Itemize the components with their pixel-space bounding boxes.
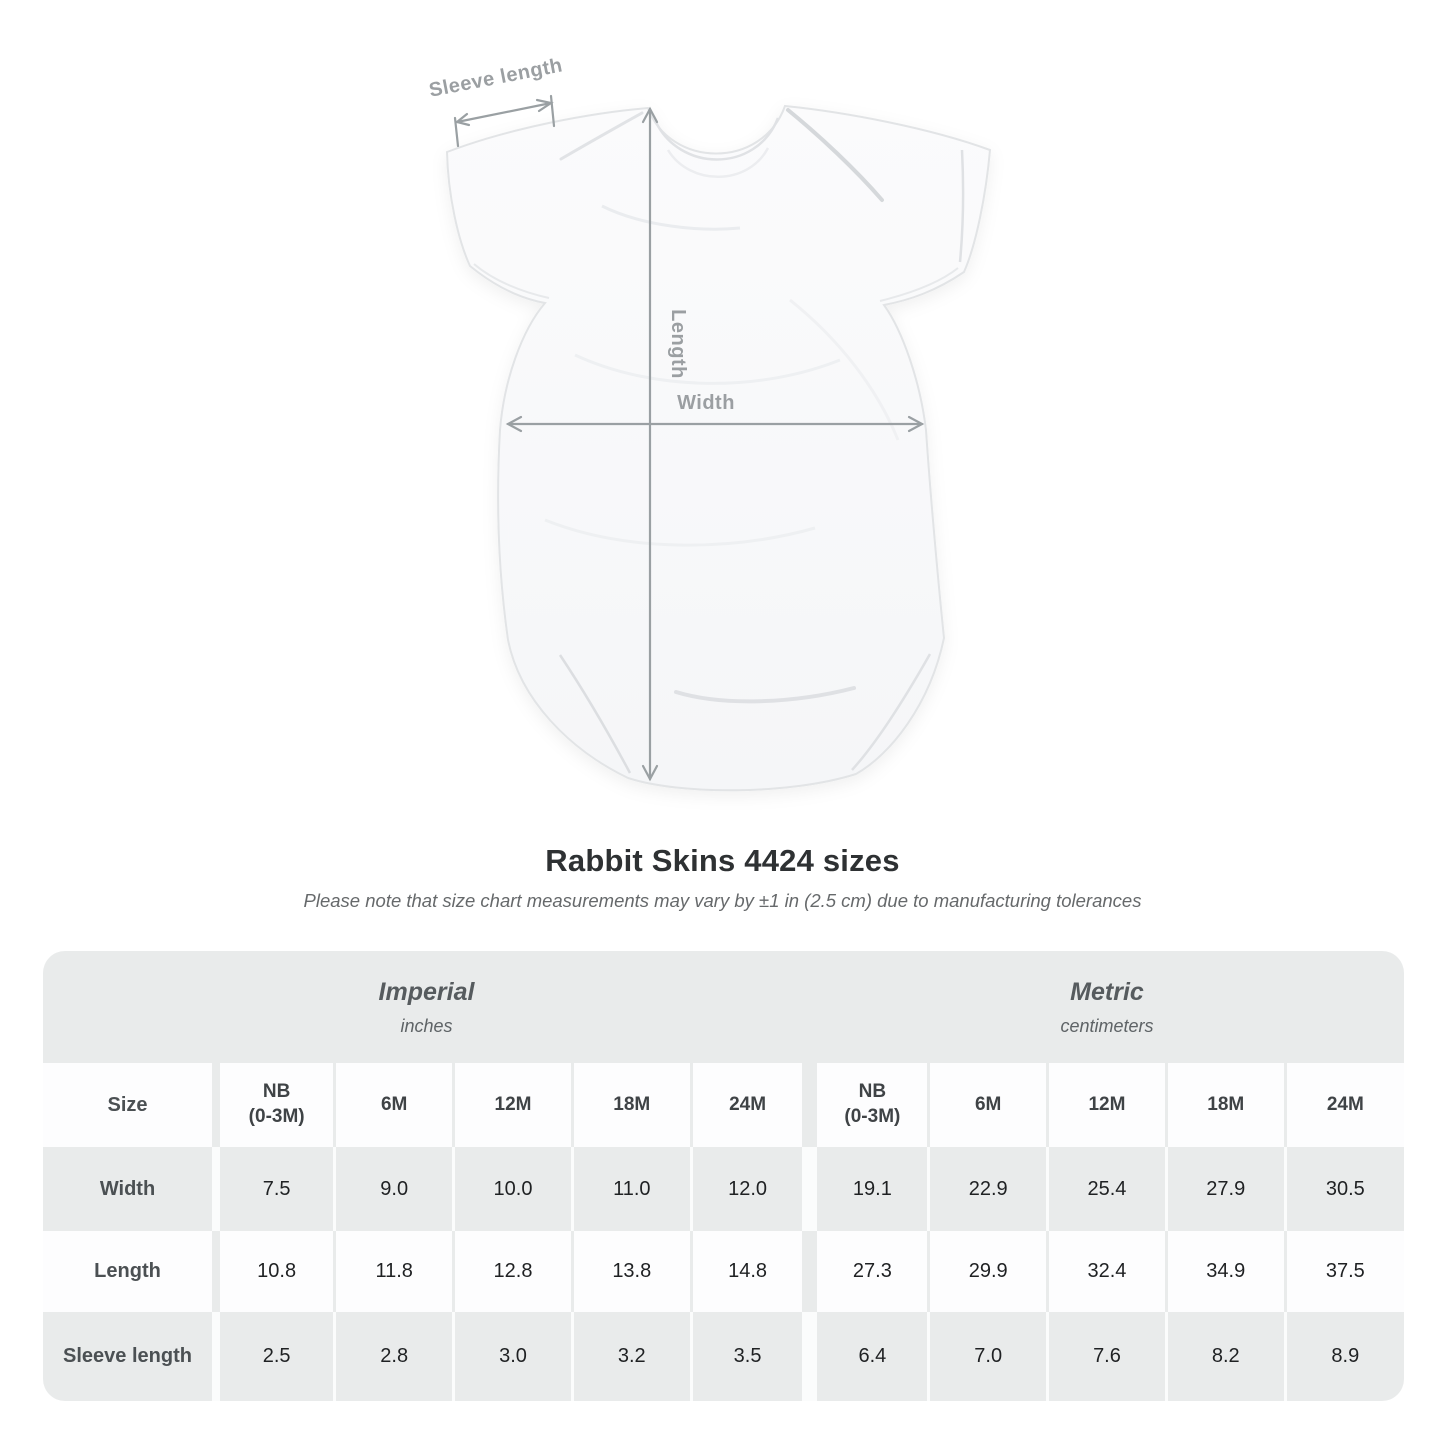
table-cell: 8.9 (1283, 1312, 1404, 1401)
sleeve-length-label: Sleeve length (427, 54, 564, 101)
chart-heading: Rabbit Skins 4424 sizes Please note that… (0, 843, 1445, 912)
table-cell: 2.5 (212, 1312, 335, 1401)
table-cell: 22.9 (927, 1147, 1048, 1231)
table-cell: 3.5 (689, 1312, 810, 1401)
length-label: Length (667, 309, 689, 379)
col-header-24m-metric: 24M (1283, 1063, 1404, 1147)
crotch-flap-edge (558, 654, 632, 774)
col-header-12m-imperial: 12M (452, 1063, 573, 1147)
bodysuit-diagram: Sleeve length Length Width (427, 54, 992, 792)
table-cell: 7.0 (927, 1312, 1048, 1401)
imperial-unit: inches (400, 1015, 453, 1036)
width-arrow (505, 415, 925, 433)
col-header-nb-imperial: NB (0-3M) (212, 1063, 335, 1147)
table-cell: 30.5 (1283, 1147, 1404, 1231)
table-cell: 14.8 (689, 1231, 810, 1312)
table-cell: 34.9 (1164, 1231, 1286, 1312)
table-cell: 13.8 (570, 1231, 692, 1312)
col-header-6m-metric: 6M (927, 1063, 1048, 1147)
table-cell: 37.5 (1283, 1231, 1404, 1312)
col-header-6m-imperial: 6M (333, 1063, 454, 1147)
table-cell: 9.0 (333, 1147, 454, 1231)
metric-section-header: Metric centimeters (810, 951, 1404, 1063)
table-cell: 3.2 (570, 1312, 692, 1401)
table-cell: 7.6 (1046, 1312, 1167, 1401)
table-cell: 29.9 (927, 1231, 1048, 1312)
table-cell: 11.0 (570, 1147, 692, 1231)
length-arrow (641, 106, 659, 782)
table-cell: 10.0 (452, 1147, 573, 1231)
bodysuit-graphic (445, 104, 992, 792)
sleeve-length-row: Sleeve length 2.5 2.8 3.0 3.2 3.5 6.4 7.… (43, 1312, 1404, 1401)
width-label: Width (677, 392, 735, 414)
table-cell: 25.4 (1046, 1147, 1167, 1231)
col-header-18m-metric: 18M (1164, 1063, 1286, 1147)
table-cell: 11.8 (333, 1231, 454, 1312)
imperial-label: Imperial (378, 977, 475, 1006)
imperial-section-header: Imperial inches (43, 951, 810, 1063)
size-table: Imperial inches Metric centimeters Size … (43, 951, 1404, 1401)
col-header-12m-metric: 12M (1046, 1063, 1167, 1147)
width-row: Width 7.5 9.0 10.0 11.0 12.0 19.1 22.9 2… (43, 1147, 1404, 1231)
row-label-length: Length (43, 1231, 216, 1312)
table-cell: 6.4 (802, 1312, 929, 1401)
sleeve-length-arrow (453, 94, 556, 148)
right-lap-fold (786, 108, 884, 202)
page-title: Rabbit Skins 4424 sizes (545, 843, 900, 878)
tolerance-note: Please note that size chart measurements… (303, 890, 1142, 911)
table-cell: 32.4 (1046, 1231, 1167, 1312)
row-label-width: Width (99, 1177, 156, 1200)
table-cell: 7.5 (212, 1147, 335, 1231)
metric-unit: centimeters (1060, 1015, 1154, 1036)
units-band-row: Imperial inches Metric centimeters (43, 951, 1404, 1063)
col-header-24m-imperial: 24M (689, 1063, 810, 1147)
size-chart-illustration: Sleeve length Length Width (427, 54, 992, 792)
row-label-sleeve-length: Sleeve length (63, 1345, 192, 1367)
metric-label: Metric (1070, 977, 1144, 1006)
left-lap-fold (559, 111, 644, 161)
length-row: Length 10.8 11.8 12.8 13.8 14.8 27.3 29.… (43, 1231, 1404, 1312)
table-cell: 2.8 (333, 1312, 454, 1401)
size-table-container: Imperial inches Metric centimeters Size … (43, 951, 1404, 1401)
size-header: Size (43, 1063, 216, 1147)
col-header-18m-imperial: 18M (570, 1063, 692, 1147)
col-header-nb-metric: NB (0-3M) (802, 1063, 929, 1147)
table-cell: 12.8 (452, 1231, 573, 1312)
table-cell: 27.9 (1164, 1147, 1286, 1231)
table-cell: 8.2 (1164, 1312, 1286, 1401)
table-cell: 12.0 (689, 1147, 810, 1231)
table-cell: 19.1 (802, 1147, 929, 1231)
table-cell: 10.8 (212, 1231, 335, 1312)
table-cell: 27.3 (802, 1231, 929, 1312)
table-cell: 3.0 (452, 1312, 573, 1401)
size-header-row: Size NB (0-3M) 6M 12M 18M 24M NB (0-3M) … (43, 1063, 1404, 1147)
